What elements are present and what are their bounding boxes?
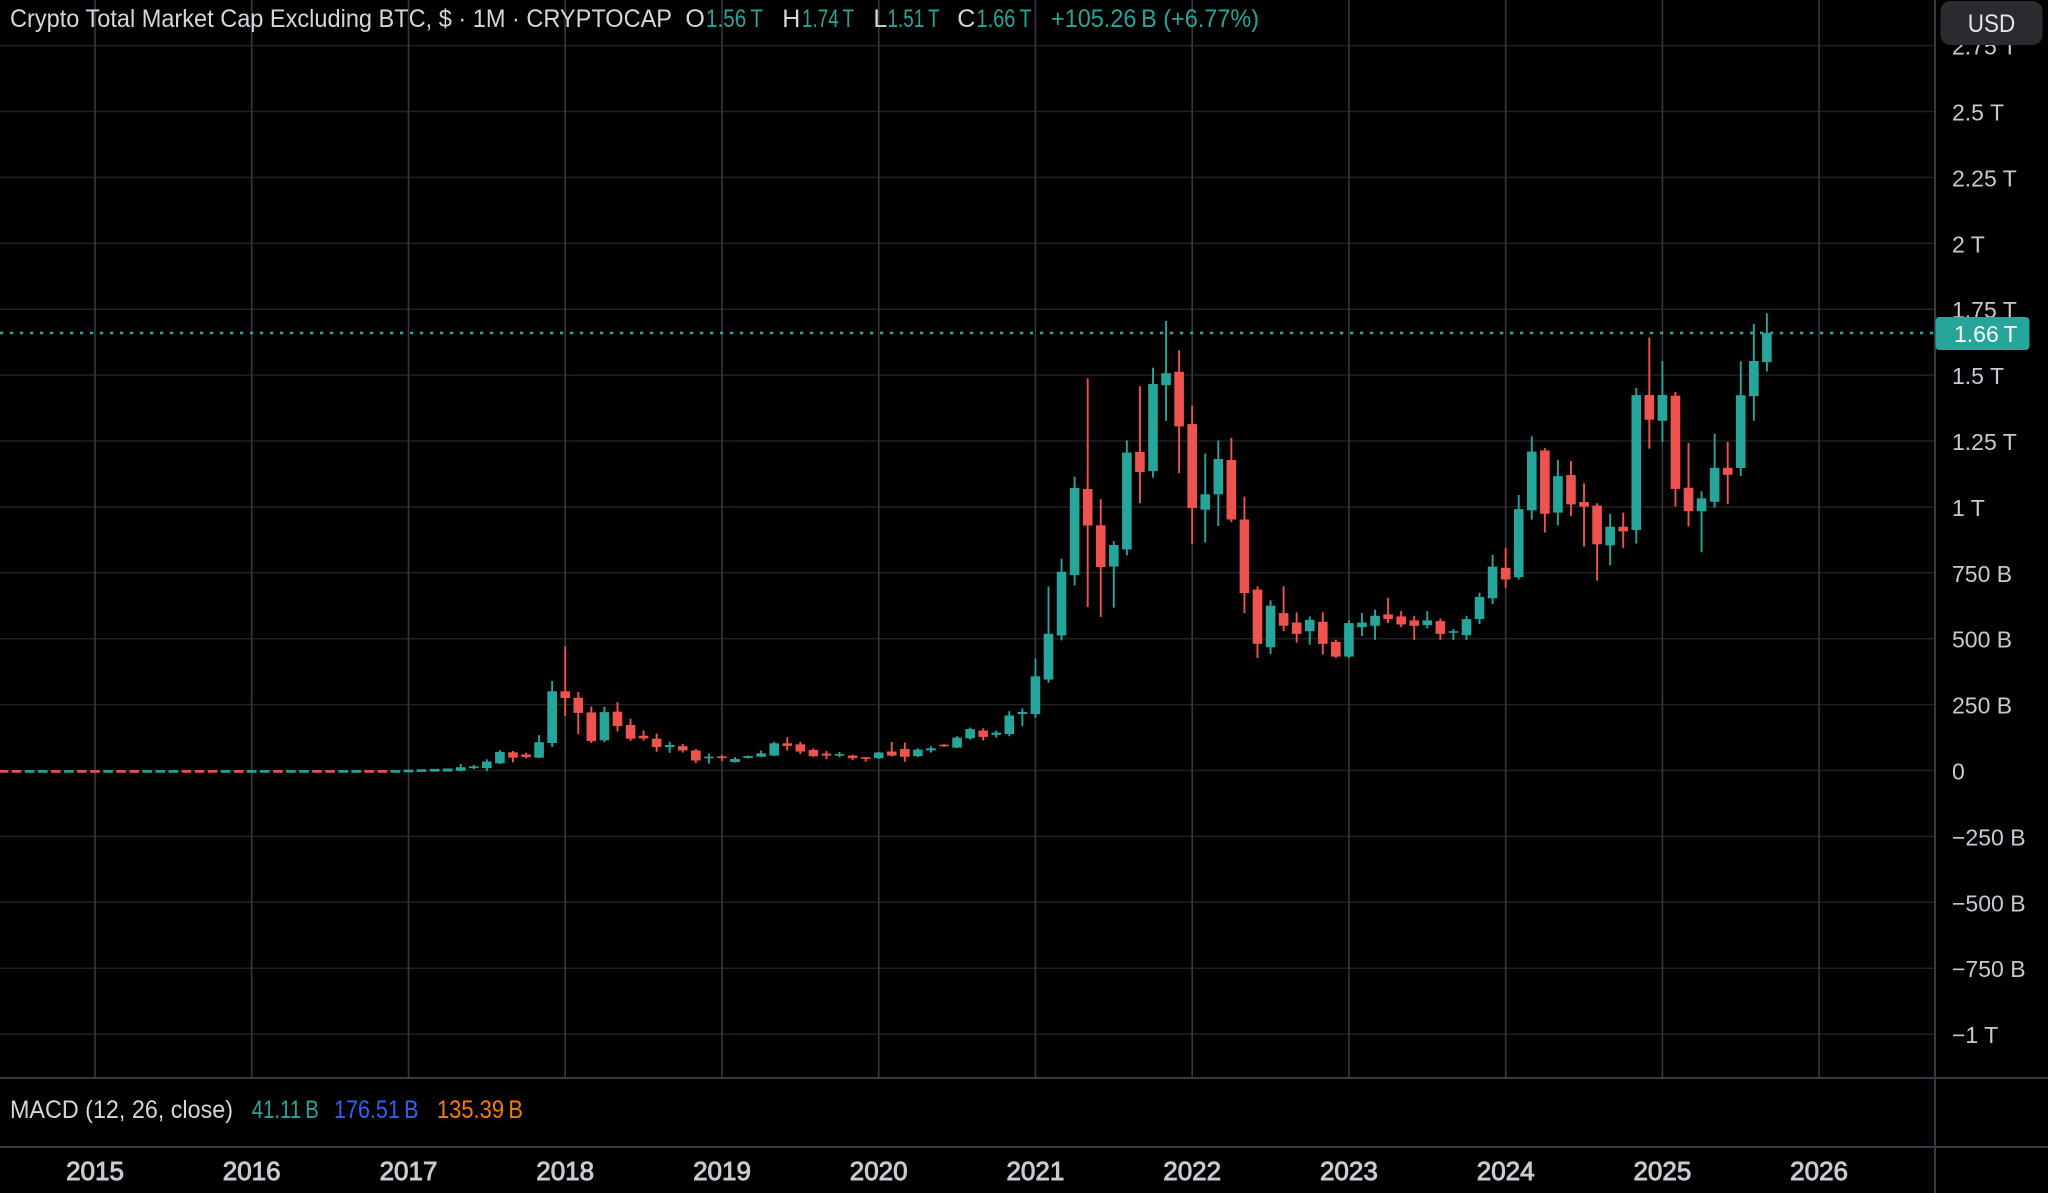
- svg-text:500 B: 500 B: [1952, 627, 2012, 653]
- svg-text:1 T: 1 T: [1952, 495, 1985, 521]
- svg-text:2026: 2026: [1790, 1156, 1848, 1186]
- svg-text:+105.26 B (+6.77%): +105.26 B (+6.77%): [1051, 5, 1259, 33]
- svg-text:1.51 T: 1.51 T: [888, 5, 940, 33]
- svg-text:Crypto Total Market Cap Exclud: Crypto Total Market Cap Excluding BTC, $…: [10, 5, 672, 33]
- svg-text:1.66 T: 1.66 T: [1954, 321, 2017, 347]
- svg-text:1.5 T: 1.5 T: [1952, 363, 2004, 389]
- svg-text:41.11 B: 41.11 B: [252, 1096, 319, 1124]
- svg-text:2020: 2020: [850, 1156, 908, 1186]
- svg-text:−500 B: −500 B: [1952, 890, 2026, 916]
- svg-text:O: O: [685, 5, 704, 33]
- svg-text:2015: 2015: [66, 1156, 124, 1186]
- svg-text:C: C: [957, 5, 975, 33]
- svg-text:2017: 2017: [380, 1156, 438, 1186]
- svg-text:2 T: 2 T: [1952, 231, 1985, 257]
- svg-text:MACD (12, 26, close): MACD (12, 26, close): [10, 1096, 233, 1124]
- svg-text:2018: 2018: [536, 1156, 594, 1186]
- svg-text:2.5 T: 2.5 T: [1952, 100, 2004, 126]
- svg-text:−750 B: −750 B: [1952, 956, 2026, 982]
- svg-text:2022: 2022: [1163, 1156, 1221, 1186]
- svg-text:2021: 2021: [1006, 1156, 1064, 1186]
- svg-text:USD: USD: [1968, 10, 2016, 38]
- svg-text:1.66 T: 1.66 T: [977, 5, 1032, 33]
- svg-text:L: L: [873, 5, 887, 33]
- svg-text:2.25 T: 2.25 T: [1952, 165, 2017, 191]
- svg-text:176.51 B: 176.51 B: [334, 1096, 419, 1124]
- svg-text:2024: 2024: [1477, 1156, 1535, 1186]
- svg-text:2016: 2016: [223, 1156, 281, 1186]
- svg-text:1.56 T: 1.56 T: [706, 5, 763, 33]
- svg-text:1.25 T: 1.25 T: [1952, 429, 2017, 455]
- svg-text:135.39 B: 135.39 B: [437, 1096, 523, 1124]
- svg-text:0: 0: [1952, 759, 1965, 785]
- svg-text:−1 T: −1 T: [1952, 1022, 1998, 1048]
- svg-text:−250 B: −250 B: [1952, 824, 2026, 850]
- svg-text:2025: 2025: [1633, 1156, 1691, 1186]
- svg-text:750 B: 750 B: [1952, 561, 2012, 587]
- svg-text:2023: 2023: [1320, 1156, 1378, 1186]
- svg-text:250 B: 250 B: [1952, 693, 2012, 719]
- svg-text:H: H: [782, 5, 800, 33]
- svg-text:1.74 T: 1.74 T: [802, 5, 854, 33]
- svg-text:2019: 2019: [693, 1156, 751, 1186]
